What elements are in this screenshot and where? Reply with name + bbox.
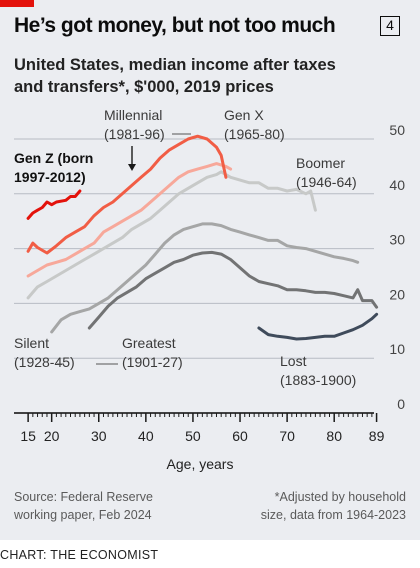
series-label-4-line-0: Gen X <box>224 107 264 123</box>
y-tick-label-20: 20 <box>389 286 405 302</box>
chart-number-badge: 4 <box>380 16 400 36</box>
chart-title: He’s got money, but not too much <box>14 14 336 37</box>
y-tick-label-30: 30 <box>389 232 405 248</box>
y-tick-label-10: 10 <box>389 341 405 357</box>
series-label-5-line-0: Millennial <box>104 107 162 123</box>
x-tick-label-40: 40 <box>138 428 154 444</box>
series-line-4 <box>26 162 233 278</box>
chart-credit: CHART: THE ECONOMIST <box>0 548 159 562</box>
millennial-arrow-head <box>128 164 136 171</box>
series-label-2-line-1: (1928-45) <box>14 354 75 370</box>
series-label-5-line-1: (1981-96) <box>104 126 165 142</box>
y-tick-label-50: 50 <box>389 122 405 138</box>
source-line-2: working paper, Feb 2024 <box>14 508 152 522</box>
series-line-1 <box>87 250 379 330</box>
y-tick-label-40: 40 <box>389 177 405 193</box>
series-label-4-line-1: (1965-80) <box>224 126 285 142</box>
series-label-3-line-0: Boomer <box>296 155 345 171</box>
x-tick-label-15: 15 <box>20 428 36 444</box>
series-line-3 <box>26 170 317 300</box>
y-tick-label-0: 0 <box>397 396 405 412</box>
footnote-line-1: *Adjusted by household <box>274 490 406 504</box>
series-label-2-line-0: Silent <box>14 335 49 351</box>
x-tick-label-30: 30 <box>91 428 107 444</box>
x-axis-title: Age, years <box>167 456 234 472</box>
series-label-6-line-0: Gen Z (born <box>14 150 93 166</box>
x-tick-label-60: 60 <box>232 428 248 444</box>
x-tick-label-20: 20 <box>44 428 60 444</box>
x-tick-label-89: 89 <box>369 428 385 444</box>
x-tick-label-70: 70 <box>279 428 295 444</box>
series-line-5 <box>26 134 228 255</box>
source-note: Source: Federal Reserve working paper, F… <box>14 488 153 524</box>
footnote-line-2: size, data from 1964-2023 <box>260 508 406 522</box>
chart-card: He’s got money, but not too much 4 Unite… <box>0 0 420 540</box>
series-line-2 <box>50 222 360 334</box>
series-label-6-line-1: 1997-2012) <box>14 169 86 185</box>
series-label-1-line-0: Greatest <box>122 335 176 351</box>
series-label-3-line-1: (1946-64) <box>296 174 357 190</box>
series-label-0-line-0: Lost <box>280 353 307 369</box>
x-tick-label-80: 80 <box>326 428 342 444</box>
series-line-6 <box>26 189 82 220</box>
income-by-age-line-chart: 0 10 20 30 40 50 Lost (1883-1900) Greatest (1901… <box>14 107 405 472</box>
footnote: *Adjusted by household size, data from 1… <box>261 488 406 524</box>
series-label-1-line-1: (1901-27) <box>122 354 183 370</box>
brand-red-tab <box>0 0 34 7</box>
x-tick-label-50: 50 <box>185 428 201 444</box>
series-line-0 <box>257 312 379 341</box>
series-label-0-line-1: (1883-1900) <box>280 372 356 388</box>
source-line-1: Source: Federal Reserve <box>14 490 153 504</box>
chart-subtitle: United States, median income after taxes… <box>14 56 336 96</box>
